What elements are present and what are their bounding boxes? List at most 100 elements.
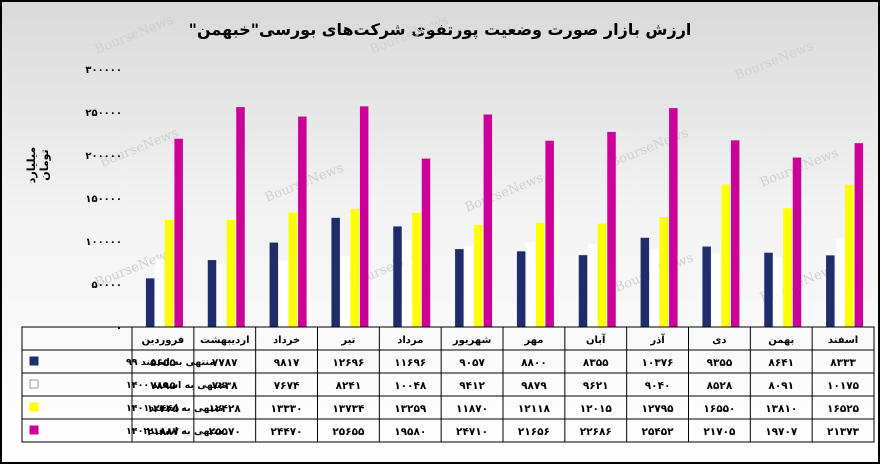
bar-3 [350,208,359,327]
data-label: ۸۵۲۸ [707,380,733,392]
bar-1 [578,255,588,327]
bar-1 [826,255,835,327]
data-label: ۸۳۵۵ [583,357,609,369]
bar-2 [279,261,288,327]
bar-3 [783,208,792,327]
data-label: ۹۶۲۱ [583,380,609,392]
data-label: ۹۴۱۲ [459,380,485,392]
data-label: ۱۲۴۴۵ [147,403,180,415]
watermark-text: BourseNews [93,13,176,58]
bar-3 [226,220,236,327]
bar-2 [835,239,845,327]
bar-1 [702,246,711,327]
y-tick-label: ۱۰۰۰۰۰ [85,237,122,248]
data-label: ۱۱۶۹۶ [394,357,426,369]
legend-swatch [29,356,39,366]
data-label: ۸۸۰۰ [521,357,547,369]
legend-entry: منتهی به اسفند ۱۴۰۰ [126,380,227,391]
data-label: ۲۴۷۱۰ [456,426,488,438]
bar-3 [845,184,854,327]
x-tick-label: فروردین [142,335,185,346]
bar-2 [588,244,597,327]
data-label: ۱۹۷۰۷ [765,426,798,438]
watermark-text: BourseNews [733,39,816,84]
bar-3 [164,219,174,327]
data-label: ۲۱۶۵۶ [518,426,550,438]
x-tick-label: تیر [340,335,355,346]
bar-4 [730,140,740,327]
data-label: ۷۲۳۸ [212,380,238,392]
bar-3 [597,223,607,327]
x-tick-label: آبان [586,333,606,346]
data-label: ۱۶۵۵۰ [703,403,735,415]
data-label: ۱۳۲۵۹ [394,403,427,415]
data-label: ۷۷۸۷ [212,357,238,369]
legend-swatch [29,425,39,435]
bar-4 [298,116,307,327]
data-label: ۲۱۳۷۳ [827,426,860,438]
bar-3 [721,184,730,327]
y-tick-label: ۲۵۰۰۰۰ [85,108,122,119]
x-tick-label: بهمن [768,335,794,346]
bar-2 [155,259,164,327]
bar-1 [393,226,402,327]
bar-4 [669,108,678,328]
x-tick-label: مرداد [397,335,423,346]
bar-4 [545,140,554,327]
data-label: ۹۰۵۷ [459,357,485,369]
bar-2 [402,240,412,327]
data-label: ۱۳۷۳۴ [332,403,365,415]
data-label: ۹۸۷۹ [521,380,547,392]
bar-1 [516,251,526,327]
y-tick-label: ۰ [116,323,122,334]
data-label: ۱۳۸۱۰ [765,403,797,415]
x-tick-label: مهر [523,335,543,346]
bar-3 [412,212,421,327]
data-label: ۸۰۹۱ [768,380,794,392]
data-label: ۱۲۶۹۶ [332,357,364,369]
data-label: ۱۲۷۹۵ [642,403,675,415]
data-label: ۷۸۹۵ [150,380,176,392]
data-label: ۲۵۴۵۲ [642,426,675,438]
legend-entry: منتهی به اسفند ۹۹ [126,357,215,368]
bar-2 [526,242,535,327]
data-label: ۲۴۴۷۰ [271,426,303,438]
data-label: ۲۱۸۸۷ [147,426,180,438]
watermark-text: BourseNews [368,13,451,58]
bar-2 [773,257,783,327]
data-label: ۱۶۵۲۵ [827,403,860,415]
data-label: ۹۰۴۰ [645,380,671,392]
watermark-text: BourseNews [463,171,546,216]
data-label: ۲۲۶۸۶ [580,426,612,438]
y-tick-label: ۲۰۰۰۰۰ [85,151,122,162]
legend-swatch [29,379,39,389]
bar-1 [331,217,340,327]
bar-2 [464,246,474,327]
watermark-text: BourseNews [98,126,181,171]
data-label: ۹۸۱۷ [274,357,300,369]
bar-1 [145,278,155,327]
data-label: ۵۶۵۵ [150,357,176,369]
legend-entry: منتهی به اسفند۱۴۰۱ [126,403,224,414]
bar-4 [421,158,431,327]
bar-1 [640,237,650,327]
x-tick-label: اردیبهشت [200,335,250,346]
bar-1 [455,249,464,327]
data-label: ۸۳۳۳ [830,357,856,369]
bar-3 [659,216,669,327]
y-tick-label: ۱۵۰۰۰۰ [85,194,122,205]
data-label: ۲۵۵۷۰ [209,426,241,438]
x-tick-label: آذر [649,333,665,346]
y-tick-label: ۳۰۰۰۰۰ [85,65,122,76]
legend-swatch [29,402,39,412]
bar-2 [217,264,226,327]
data-label: ۱۰۱۷۵ [827,380,860,392]
bar-1 [764,252,773,327]
data-label: ۷۶۷۴ [274,380,300,392]
bar-4 [607,131,616,327]
data-label: ۲۵۶۵۵ [332,426,365,438]
bar-4 [236,107,245,328]
bar-4 [174,138,183,327]
